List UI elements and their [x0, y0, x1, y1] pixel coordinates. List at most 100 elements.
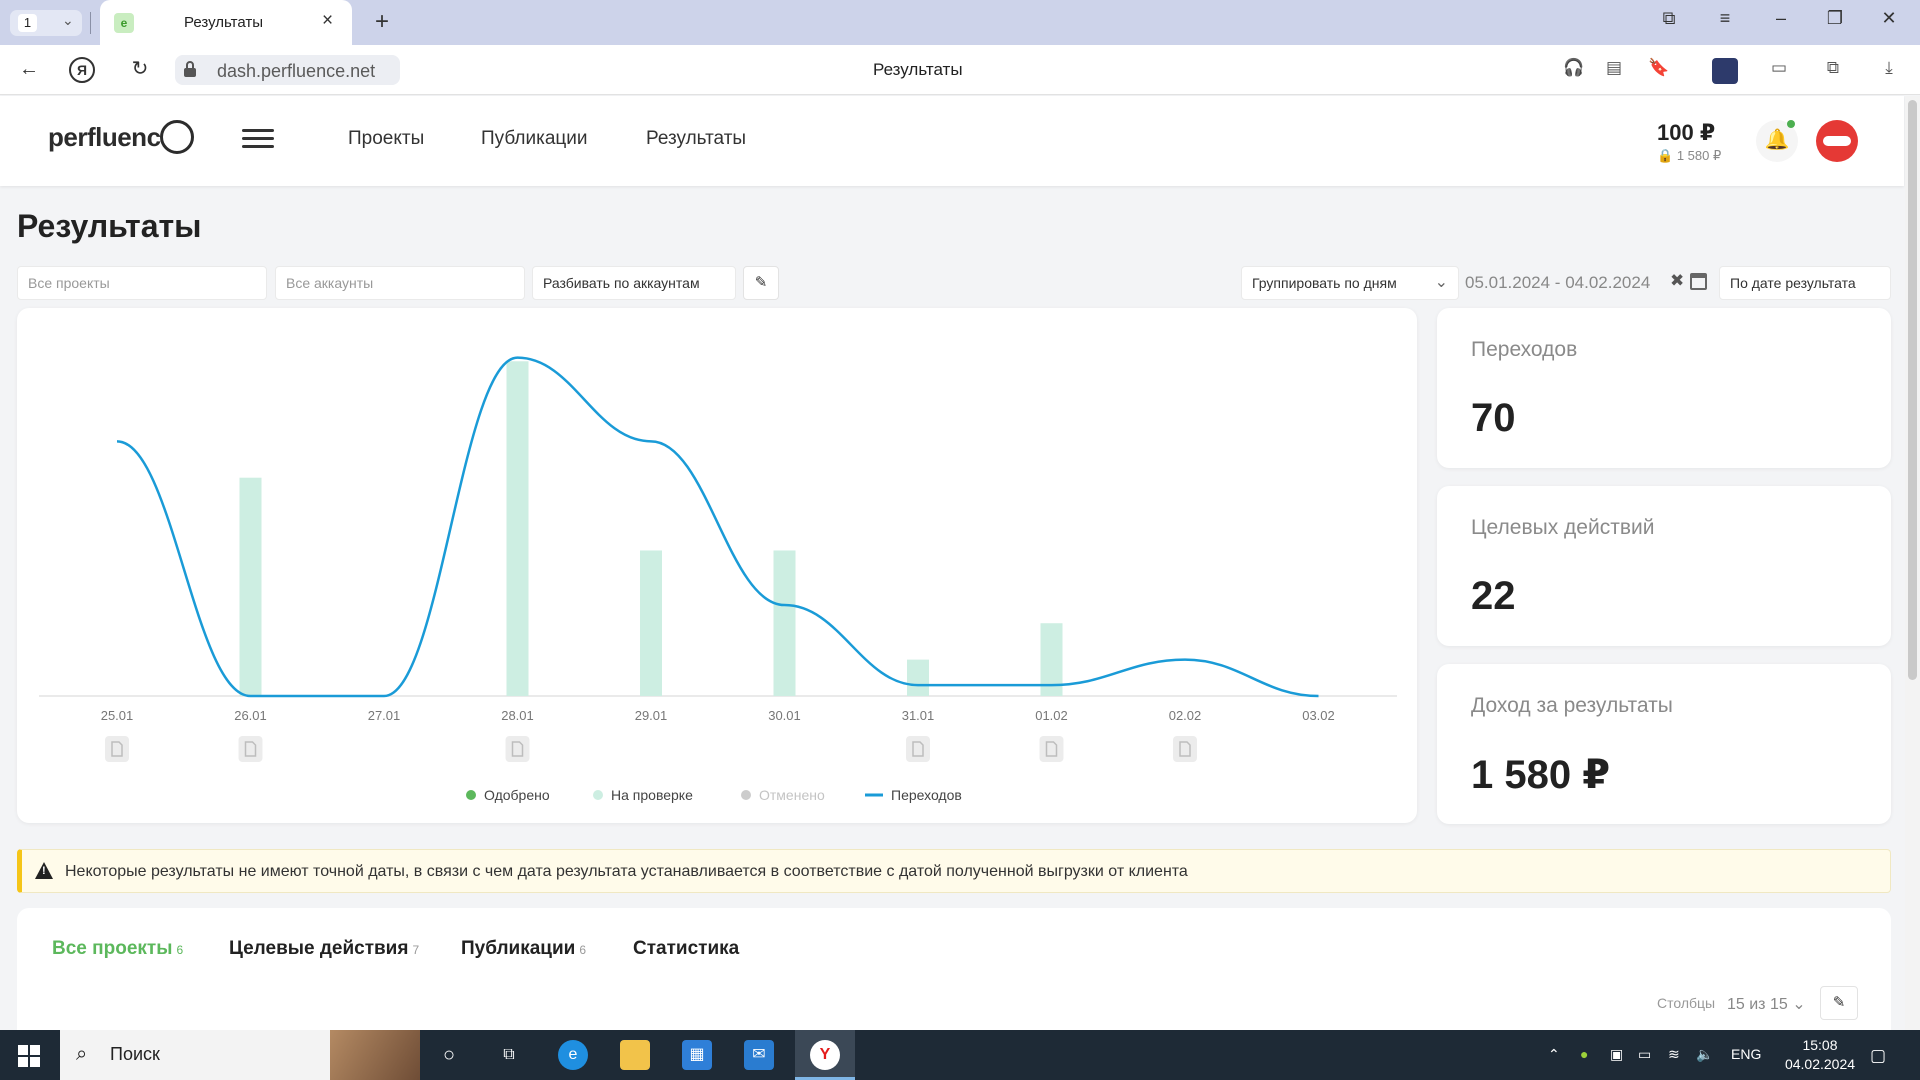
lock-icon: [184, 61, 196, 77]
legend-label: Переходов: [891, 787, 962, 803]
taskbar-search[interactable]: ⌕ Поиск: [60, 1030, 420, 1080]
stat-card-clicks: Переходов 70: [1437, 308, 1891, 468]
extension-icon[interactable]: [1712, 58, 1738, 84]
calendar-icon[interactable]: [1690, 273, 1707, 290]
stat-value: 1 580 ₽: [1471, 753, 1611, 797]
date-range-input[interactable]: 05.01.2024 - 04.02.2024: [1465, 273, 1651, 292]
battery-icon[interactable]: ▭: [1638, 1046, 1652, 1062]
tab-count: 6: [579, 943, 587, 957]
hamburger-menu-icon[interactable]: [242, 129, 274, 151]
x-tick-label: 31.01: [902, 708, 935, 723]
yandex-home-icon[interactable]: Я: [69, 57, 95, 83]
download-icon[interactable]: ⤓: [1885, 58, 1893, 77]
close-tab-icon[interactable]: ×: [322, 10, 334, 31]
logo-mark-icon: [160, 120, 194, 154]
tray-app-icon[interactable]: ●: [1580, 1046, 1589, 1062]
cortana-icon[interactable]: ○: [442, 1044, 456, 1066]
avatar[interactable]: [1816, 120, 1858, 162]
headphones-icon[interactable]: 🎧: [1563, 58, 1585, 77]
tab-count: 6: [176, 943, 184, 957]
document-icon-glyph: [111, 741, 123, 757]
document-icon-glyph: [912, 741, 924, 757]
legend-marker: [741, 790, 751, 800]
eraser-icon[interactable]: ✎: [743, 266, 779, 300]
close-window-icon[interactable]: ✕: [1881, 8, 1897, 28]
warning-text: Некоторые результаты не имеют точной дат…: [65, 863, 1188, 880]
document-icon: [105, 736, 129, 762]
store-icon[interactable]: ▦: [682, 1040, 712, 1070]
tab-divider: [90, 12, 91, 34]
restore-icon[interactable]: ❐: [1826, 8, 1844, 28]
stat-value: 70: [1471, 396, 1516, 440]
bookmark-icon[interactable]: 🔖: [1648, 58, 1670, 77]
eraser-icon[interactable]: ✎: [1820, 986, 1858, 1020]
search-highlight-image: [330, 1030, 420, 1080]
columns-select[interactable]: 15 из 15 ⌄: [1727, 996, 1806, 1013]
stat-label: Доход за результаты: [1471, 694, 1673, 717]
bar: [506, 361, 529, 696]
nav-link-results[interactable]: Результаты: [646, 128, 747, 149]
document-icon-glyph: [511, 741, 524, 757]
accounts-filter[interactable]: Все аккаунты: [275, 266, 525, 300]
tray-chevron-up-icon[interactable]: ⌃: [1548, 1046, 1560, 1062]
balance-hold-value: 1 580 ₽: [1676, 148, 1722, 163]
balance-hold: 🔒 1 580 ₽: [1657, 148, 1722, 163]
collections-icon[interactable]: ⧉: [1826, 58, 1840, 77]
bar: [773, 550, 796, 696]
tab-publications[interactable]: Публикации 6: [461, 938, 586, 960]
scrollbar-thumb[interactable]: [1908, 100, 1917, 680]
reload-icon[interactable]: ↻: [131, 58, 149, 80]
task-view-icon[interactable]: ⧉: [503, 1046, 515, 1063]
bookmarks-panel-icon[interactable]: ⧉: [1662, 8, 1676, 28]
legend-label: На проверке: [611, 787, 693, 803]
legend-marker: [593, 790, 603, 800]
nav-link-projects[interactable]: Проекты: [348, 128, 425, 149]
projects-filter[interactable]: Все проекты: [17, 266, 267, 300]
columns-label: Столбцы: [1657, 995, 1716, 1011]
yandex-browser-icon[interactable]: Y: [810, 1040, 840, 1070]
sort-by-select[interactable]: По дате результата: [1719, 266, 1891, 300]
minimize-icon[interactable]: –: [1775, 8, 1786, 28]
document-icon-glyph: [1179, 741, 1191, 757]
browser-menu-icon[interactable]: ≡: [1719, 8, 1731, 28]
language-indicator[interactable]: ENG: [1731, 1046, 1762, 1062]
address-bar[interactable]: dash.perfluence.net: [175, 55, 400, 85]
group-by-select[interactable]: Группировать по дням ⌄: [1241, 266, 1459, 300]
tab-statistics[interactable]: Статистика: [633, 938, 739, 960]
clock[interactable]: 15:08 04.02.2024: [1775, 1036, 1865, 1074]
document-icon: [238, 736, 263, 762]
tab-count-button[interactable]: 1 ⌄: [10, 10, 82, 36]
group-by-value: Группировать по дням: [1252, 275, 1397, 291]
wifi-icon[interactable]: ≋: [1668, 1046, 1680, 1062]
tray-device-icon[interactable]: ▣: [1610, 1046, 1624, 1062]
reader-mode-icon[interactable]: ▤: [1605, 58, 1623, 77]
columns-value: 15 из 15: [1727, 996, 1788, 1013]
tab-all-projects[interactable]: Все проекты 6: [52, 938, 183, 960]
notifications-icon[interactable]: ▢: [1870, 1046, 1887, 1065]
new-tab-button[interactable]: +: [374, 8, 389, 35]
chart-card: 25.01 26.01 27.01 28.01 29.01 30.01 31.01 01.02…: [17, 308, 1417, 823]
page-scrollbar[interactable]: [1905, 96, 1920, 1030]
windows-start-icon[interactable]: [18, 1045, 40, 1067]
stat-value: 22: [1471, 574, 1516, 618]
x-tick-label: 01.02: [1035, 708, 1068, 723]
x-tick-label: 28.01: [501, 708, 534, 723]
battery-saver-icon[interactable]: ▭: [1770, 58, 1788, 77]
volume-icon[interactable]: 🔈: [1696, 1046, 1714, 1062]
file-explorer-icon[interactable]: [620, 1040, 650, 1070]
split-by-select[interactable]: Разбивать по аккаунтам: [532, 266, 736, 300]
back-icon[interactable]: ←: [19, 58, 39, 80]
results-tabs-card: Все проекты 6 Целевые действия 7 Публикаци…: [17, 908, 1891, 1038]
mail-icon[interactable]: ✉: [744, 1040, 774, 1070]
x-tick-label: 25.01: [101, 708, 134, 723]
document-icon: [505, 736, 530, 762]
legend-label: Одобрено: [484, 787, 550, 803]
document-icon: [1173, 736, 1197, 762]
logo[interactable]: perfluenc: [48, 122, 161, 152]
bar: [1040, 623, 1063, 696]
clear-date-icon[interactable]: ✖: [1670, 271, 1685, 290]
browser-tab-active[interactable]: e Результаты ×: [100, 0, 352, 45]
edge-icon[interactable]: e: [558, 1040, 588, 1070]
nav-link-publications[interactable]: Публикации: [481, 128, 588, 149]
tab-target-actions[interactable]: Целевые действия 7: [229, 938, 419, 960]
